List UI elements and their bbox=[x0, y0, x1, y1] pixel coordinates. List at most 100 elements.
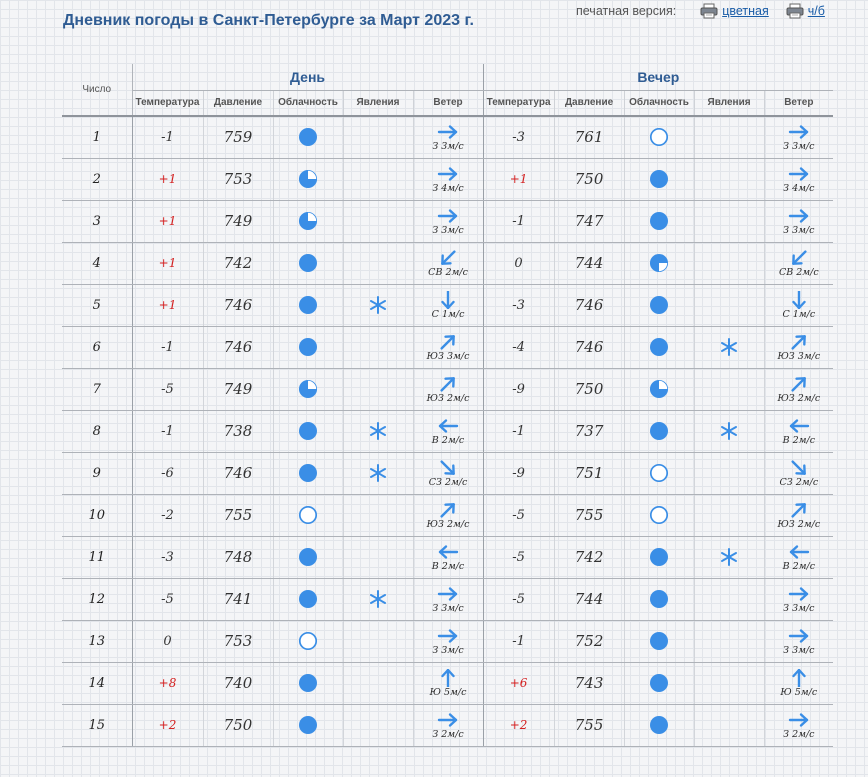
snow-icon bbox=[370, 422, 386, 440]
evening-wind-cell: ЮЗ 2м/с bbox=[764, 368, 834, 411]
day-cloudiness-cell bbox=[273, 158, 344, 201]
col-header-pressure: Давление bbox=[203, 90, 274, 117]
print-options: печатная версия: цветная ч/б bbox=[576, 3, 825, 19]
overcast-icon bbox=[650, 170, 669, 188]
day-pressure: 749 bbox=[223, 211, 253, 230]
day-temperature: -5 bbox=[161, 382, 174, 397]
wind-arrow-icon bbox=[791, 376, 806, 392]
day-pressure-cell: 741 bbox=[203, 578, 274, 621]
day-pressure: 750 bbox=[223, 715, 253, 734]
overcast-icon bbox=[299, 296, 317, 314]
evening-wind-cell: ЮЗ 3м/с bbox=[764, 326, 834, 369]
wind-arrow-icon bbox=[437, 628, 458, 643]
evening-phenomena-cell bbox=[694, 620, 765, 663]
print-bw-label[interactable]: ч/б bbox=[807, 4, 825, 18]
day-wind-text: ЮЗ 2м/с bbox=[426, 392, 470, 404]
group-header-evening: Вечер bbox=[483, 64, 834, 91]
day-phenomena-cell bbox=[343, 326, 414, 369]
day-wind-cell: ЮЗ 3м/с bbox=[413, 326, 484, 369]
day-cloudiness-cell bbox=[273, 116, 344, 159]
overcast-icon bbox=[299, 674, 317, 692]
day-phenomena-cell bbox=[343, 452, 414, 495]
evening-temperature: 0 bbox=[514, 256, 523, 271]
evening-temperature: -9 bbox=[512, 466, 525, 481]
evening-temperature-cell: -1 bbox=[483, 200, 555, 243]
day-wind-text: В 2м/с bbox=[431, 434, 465, 446]
day-wind-text: Ю 5м/с bbox=[429, 686, 467, 698]
evening-pressure-cell: 746 bbox=[554, 284, 625, 327]
day-temperature-cell: +1 bbox=[132, 158, 204, 201]
evening-cloudiness-cell bbox=[624, 452, 695, 495]
evening-pressure: 746 bbox=[574, 295, 604, 314]
overcast-icon bbox=[650, 212, 669, 230]
weather-table: Число День Вечер Температура Давление Об… bbox=[62, 64, 834, 747]
evening-pressure: 755 bbox=[574, 715, 604, 734]
evening-wind-text: З 3м/с bbox=[783, 224, 815, 236]
evening-pressure: 751 bbox=[574, 463, 604, 482]
day-wind-text: З 3м/с bbox=[432, 644, 464, 656]
snow-icon bbox=[370, 590, 386, 608]
day-temperature-cell: -2 bbox=[132, 494, 204, 537]
day-pressure: 759 bbox=[223, 127, 253, 146]
overcast-icon bbox=[650, 338, 669, 356]
col-header-cloudiness: Облачность bbox=[273, 90, 344, 117]
evening-phenomena-cell bbox=[694, 452, 765, 495]
evening-pressure-cell: 751 bbox=[554, 452, 625, 495]
evening-wind-cell: ЮЗ 2м/с bbox=[764, 494, 834, 537]
evening-pressure-cell: 750 bbox=[554, 158, 625, 201]
overcast-icon bbox=[650, 422, 669, 440]
day-temperature-cell: -5 bbox=[132, 368, 204, 411]
day-pressure-cell: 740 bbox=[203, 662, 274, 705]
print-label: печатная версия: bbox=[576, 4, 677, 18]
wind-arrow-icon bbox=[440, 334, 455, 350]
evening-wind-cell: СЗ 2м/с bbox=[764, 452, 834, 495]
table-row: 12 -5 741 З 3м/с -5 744 З 3м/с bbox=[62, 578, 834, 621]
day-pressure: 740 bbox=[223, 673, 253, 692]
evening-wind-cell: СВ 2м/с bbox=[764, 242, 834, 285]
evening-pressure-cell: 746 bbox=[554, 326, 625, 369]
day-wind-cell: СЗ 2м/с bbox=[413, 452, 484, 495]
evening-wind-text: З 2м/с bbox=[783, 728, 815, 740]
day-number: 3 bbox=[62, 200, 133, 243]
col-header-wind: Ветер bbox=[413, 90, 484, 117]
evening-pressure: 742 bbox=[574, 547, 604, 566]
day-temperature: +1 bbox=[158, 172, 177, 186]
evening-pressure-cell: 761 bbox=[554, 116, 625, 159]
evening-temperature-cell: 0 bbox=[483, 242, 555, 285]
evening-wind-cell: В 2м/с bbox=[764, 536, 834, 579]
evening-temperature: +6 bbox=[509, 676, 528, 690]
col-header-day: Число bbox=[62, 64, 133, 117]
group-header-day: День bbox=[132, 64, 484, 91]
day-wind-cell: З 2м/с bbox=[413, 704, 484, 747]
day-wind-cell: ЮЗ 2м/с bbox=[413, 494, 484, 537]
day-wind-cell: З 3м/с bbox=[413, 200, 484, 243]
evening-temperature: +1 bbox=[509, 172, 528, 186]
day-pressure-cell: 753 bbox=[203, 158, 274, 201]
day-wind-cell: З 4м/с bbox=[413, 158, 484, 201]
wind-arrow-icon bbox=[437, 166, 458, 181]
evening-wind-text: В 2м/с bbox=[782, 560, 816, 572]
day-phenomena-cell bbox=[343, 200, 414, 243]
evening-pressure-cell: 737 bbox=[554, 410, 625, 453]
overcast-icon bbox=[299, 128, 317, 147]
day-phenomena-cell bbox=[343, 158, 414, 201]
evening-phenomena-cell bbox=[694, 662, 765, 705]
weather-rows: 1 -1 759 З 3м/с -3 761 З 3м/с 2 +1 753 З 4м/с +1 750… bbox=[62, 116, 834, 747]
evening-wind-text: ЮЗ 2м/с bbox=[777, 392, 821, 404]
day-cloudiness-cell bbox=[273, 578, 344, 621]
printer-icon bbox=[786, 3, 804, 19]
print-bw-link[interactable]: ч/б bbox=[786, 3, 825, 19]
print-color-label[interactable]: цветная bbox=[722, 4, 769, 18]
overcast-icon bbox=[299, 338, 317, 356]
evening-pressure: 747 bbox=[574, 211, 604, 230]
table-row: 3 +1 749 З 3м/с -1 747 З 3м/с bbox=[62, 200, 834, 243]
evening-temperature: -3 bbox=[512, 298, 525, 313]
evening-wind-text: В 2м/с bbox=[782, 434, 816, 446]
evening-temperature: -4 bbox=[512, 340, 525, 355]
overcast-icon bbox=[299, 590, 317, 608]
col-header-wind: Ветер bbox=[764, 90, 834, 117]
day-pressure: 741 bbox=[223, 589, 253, 608]
day-wind-cell: ЮЗ 2м/с bbox=[413, 368, 484, 411]
print-color-link[interactable]: цветная bbox=[700, 3, 769, 19]
day-phenomena-cell bbox=[343, 662, 414, 705]
